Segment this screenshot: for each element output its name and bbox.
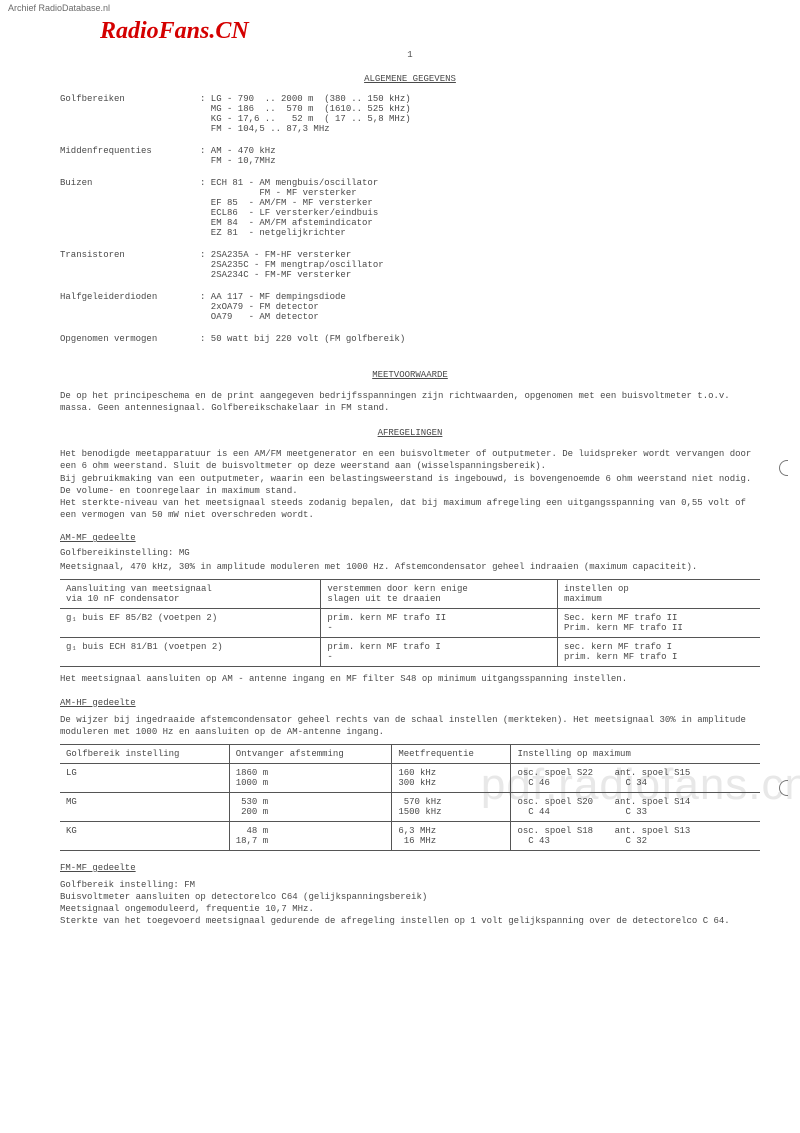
spec-label: Halfgeleiderdioden [60, 292, 200, 322]
table-cell: osc. spoel S18 ant. spoel S13 C 43 C 32 [511, 821, 760, 850]
table-cell: LG [60, 763, 229, 792]
table-cell: 160 kHz 300 kHz [392, 763, 511, 792]
page-number: 1 [60, 50, 760, 60]
table-header: Golfbereik instelling [60, 744, 229, 763]
fmmf-heading: FM-MF gedeelte [60, 863, 760, 873]
spec-row: Golfbereiken: LG - 790 .. 2000 m (380 ..… [60, 94, 760, 134]
page-content: 1 ALGEMENE GEGEVENS Golfbereiken: LG - 7… [60, 50, 760, 933]
table-cell: 530 m 200 m [229, 792, 392, 821]
afr-paragraph: Het benodigde meetapparatuur is een AM/F… [60, 448, 760, 521]
spec-values: : AM - 470 kHz FM - 10,7MHz [200, 146, 760, 166]
spec-row: Middenfrequenties: AM - 470 kHz FM - 10,… [60, 146, 760, 166]
table-row: KG 48 m 18,7 m6,3 MHz 16 MHzosc. spoel S… [60, 821, 760, 850]
spec-label: Transistoren [60, 250, 200, 280]
spec-values: : AA 117 - MF dempingsdiode 2xOA79 - FM … [200, 292, 760, 322]
table-cell: prim. kern MF trafo I - [321, 638, 558, 667]
archive-label: Archief RadioDatabase.nl [8, 3, 110, 13]
spec-row: Transistoren: 2SA235A - FM-HF versterker… [60, 250, 760, 280]
table-row: LG1860 m 1000 m160 kHz 300 kHzosc. spoel… [60, 763, 760, 792]
spec-row: Opgenomen vermogen: 50 watt bij 220 volt… [60, 334, 760, 344]
table-cell: Sec. kern MF trafo II Prim. kern MF traf… [557, 609, 760, 638]
spec-values: : LG - 790 .. 2000 m (380 .. 150 kHz) MG… [200, 94, 760, 134]
ammf-table: Aansluiting van meetsignaal via 10 nF co… [60, 579, 760, 667]
table-header: Ontvanger afstemming [229, 744, 392, 763]
table-cell: 570 kHz 1500 kHz [392, 792, 511, 821]
table-cell: sec. kern MF trafo I prim. kern MF trafo… [557, 638, 760, 667]
table-cell: g₁ buis EF 85/B2 (voetpen 2) [60, 609, 321, 638]
table-cell: MG [60, 792, 229, 821]
spec-row: Halfgeleiderdioden: AA 117 - MF dempings… [60, 292, 760, 322]
ammf-line2: Meetsignaal, 470 kHz, 30% in amplitude m… [60, 561, 760, 573]
spec-row: Buizen: ECH 81 - AM mengbuis/oscillator … [60, 178, 760, 238]
table-cell: 48 m 18,7 m [229, 821, 392, 850]
amhf-heading: AM-HF gedeelte [60, 698, 760, 708]
spec-label: Opgenomen vermogen [60, 334, 200, 344]
amhf-table: Golfbereik instellingOntvanger afstemmin… [60, 744, 760, 851]
radiofans-watermark: RadioFans.CN [100, 18, 249, 45]
spec-values: : 50 watt bij 220 volt (FM golfbereik) [200, 334, 760, 344]
amhf-para: De wijzer bij ingedraaide afstemcondensa… [60, 714, 760, 738]
table-cell: prim. kern MF trafo II - [321, 609, 558, 638]
table-cell: 6,3 MHz 16 MHz [392, 821, 511, 850]
table-row: MG 530 m 200 m 570 kHz 1500 kHzosc. spoe… [60, 792, 760, 821]
spec-values: : 2SA235A - FM-HF versterker 2SA235C - F… [200, 250, 760, 280]
spec-values: : ECH 81 - AM mengbuis/oscillator FM - M… [200, 178, 760, 238]
punch-hole [779, 460, 788, 476]
table-header: Meetfrequentie [392, 744, 511, 763]
table-header: verstemmen door kern enige slagen uit te… [321, 580, 558, 609]
punch-hole [779, 780, 788, 796]
fmmf-lines: Golfbereik instelling: FM Buisvoltmeter … [60, 879, 760, 928]
spec-label: Middenfrequenties [60, 146, 200, 166]
section-afregelingen: AFREGELINGEN [60, 428, 760, 438]
ammf-after: Het meetsignaal aansluiten op AM - anten… [60, 673, 760, 685]
table-row: g₁ buis ECH 81/B1 (voetpen 2)prim. kern … [60, 638, 760, 667]
table-cell: osc. spoel S20 ant. spoel S14 C 44 C 33 [511, 792, 760, 821]
meet-paragraph: De op het principeschema en de print aan… [60, 390, 760, 414]
table-header: Instelling op maximum [511, 744, 760, 763]
ammf-line1: Golfbereikinstelling: MG [60, 547, 760, 559]
section-algemene: ALGEMENE GEGEVENS [60, 74, 760, 84]
table-row: g₁ buis EF 85/B2 (voetpen 2)prim. kern M… [60, 609, 760, 638]
spec-label: Buizen [60, 178, 200, 238]
table-cell: osc. spoel S22 ant. spoel S15 C 46 C 34 [511, 763, 760, 792]
ammf-heading: AM-MF gedeelte [60, 533, 760, 543]
spec-label: Golfbereiken [60, 94, 200, 134]
table-header: Aansluiting van meetsignaal via 10 nF co… [60, 580, 321, 609]
section-meetvoorwaarde: MEETVOORWAARDE [60, 370, 760, 380]
table-cell: KG [60, 821, 229, 850]
table-cell: 1860 m 1000 m [229, 763, 392, 792]
table-header: instellen op maximum [557, 580, 760, 609]
table-cell: g₁ buis ECH 81/B1 (voetpen 2) [60, 638, 321, 667]
